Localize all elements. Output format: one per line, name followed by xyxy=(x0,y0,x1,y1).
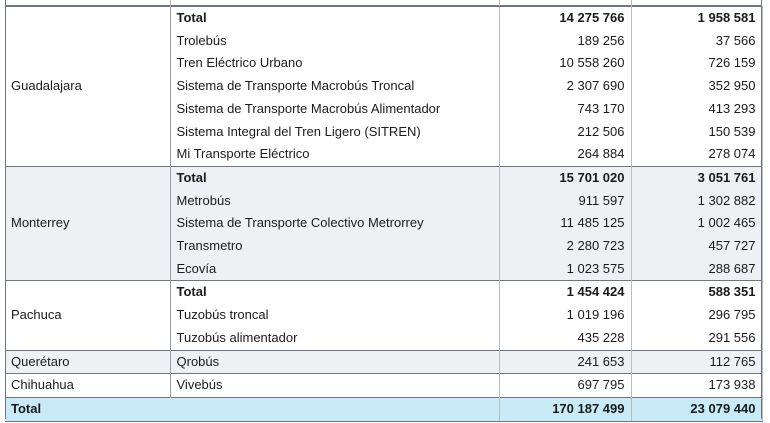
city-group: Monterrey Total 15 701 020 3 051 761 Metrobú… xyxy=(5,165,763,281)
system-cell: Trolebús xyxy=(176,32,227,48)
value-cell-2: 150 539 xyxy=(631,120,763,144)
column-divider xyxy=(499,0,500,6)
grand-total-value-1: 170 187 499 xyxy=(498,396,632,422)
value-cell-1: 11 485 125 xyxy=(498,212,632,236)
city-cell: Chihuahua xyxy=(5,373,171,398)
table-row: Tren Eléctrico Urbano 10 558 260 726 159 xyxy=(5,52,763,76)
value-cell-1: 1 019 196 xyxy=(498,304,632,327)
value-cell-1: 241 653 xyxy=(498,349,632,374)
value-cell-1: 2 280 723 xyxy=(498,235,632,258)
table-row: Tuzobús troncal 1 019 196 296 795 xyxy=(5,304,763,327)
grand-total-row: Total 170 187 499 23 079 440 xyxy=(5,396,763,422)
city-cell: Pachuca xyxy=(5,280,171,351)
system-cell: Ecovía xyxy=(170,257,499,281)
system-cell: Qrobús xyxy=(170,349,499,374)
value-cell-2: 291 556 xyxy=(631,326,763,351)
value-cell-2: 352 950 xyxy=(631,75,763,98)
grand-total-label: Total xyxy=(5,396,499,422)
table-row: Tuzobús alimentador 435 228 291 556 xyxy=(5,326,763,351)
city-group: Pachuca Total 1 454 424 588 351 Tuzobús tron… xyxy=(5,280,763,351)
system-cell: Tuzobús troncal xyxy=(176,307,269,323)
value-cell-1: 189 256 xyxy=(498,29,632,53)
table-row: Sistema de Transporte Colectivo Metrorre… xyxy=(5,212,763,236)
table-row: Sistema Integral del Tren Ligero (SITREN… xyxy=(5,120,763,144)
subtotal-row: Pachuca Total 1 454 424 588 351 xyxy=(5,280,763,351)
previous-row-edge xyxy=(5,0,762,6)
value-cell-2: 1 958 581 xyxy=(631,5,763,30)
value-cell-2: 1 302 882 xyxy=(631,189,763,213)
table-row: Sistema de Transporte Macrobús Alimentad… xyxy=(5,97,763,121)
system-cell: Total xyxy=(170,280,499,305)
table-row: Chihuahua Vivebús 697 795 173 938 xyxy=(5,373,763,398)
value-cell-2: 1 002 465 xyxy=(631,212,763,236)
value-cell-1: 10 558 260 xyxy=(498,52,632,76)
value-cell-1: 1 454 424 xyxy=(498,280,632,305)
value-cell-2: 37 566 xyxy=(631,29,763,53)
transport-systems-table: Guadalajara Total 14 275 766 1 958 581 Trole… xyxy=(5,5,763,422)
table-row: Trolebús 189 256 37 566 xyxy=(5,29,763,53)
column-divider xyxy=(170,0,171,6)
value-cell-2: 278 074 xyxy=(631,143,763,167)
value-cell-2: 726 159 xyxy=(631,52,763,76)
city-group: Querétaro Qrobús 241 653 112 765 xyxy=(5,349,763,374)
value-cell-1: 212 506 xyxy=(498,120,632,144)
value-cell-1: 435 228 xyxy=(498,326,632,351)
system-cell: Tren Eléctrico Urbano xyxy=(176,55,303,71)
system-cell: Sistema de Transporte Colectivo Metrorre… xyxy=(170,212,499,236)
value-cell-2: 457 727 xyxy=(631,235,763,258)
table-row: Transmetro 2 280 723 457 727 xyxy=(5,235,763,258)
value-cell-1: 911 597 xyxy=(498,189,632,213)
city-cell: Querétaro xyxy=(5,349,171,374)
system-cell: Sistema de Transporte Macrobús Alimentad… xyxy=(176,100,441,116)
value-cell-2: 588 351 xyxy=(631,280,763,305)
table-row: Querétaro Qrobús 241 653 112 765 xyxy=(5,349,763,374)
table-row: Ecovía 1 023 575 288 687 xyxy=(5,257,763,281)
value-cell-2: 288 687 xyxy=(631,257,763,281)
value-cell-1: 14 275 766 xyxy=(498,5,632,30)
city-group: Chihuahua Vivebús 697 795 173 938 xyxy=(5,373,763,398)
system-cell: Metrobús xyxy=(170,189,499,213)
table-row: Sistema de Transporte Macrobús Troncal 2 … xyxy=(5,75,763,98)
subtotal-row: Monterrey Total 15 701 020 3 051 761 xyxy=(5,165,763,281)
value-cell-2: 173 938 xyxy=(631,373,763,398)
value-cell-2: 112 765 xyxy=(631,349,763,374)
city-group: Guadalajara Total 14 275 766 1 958 581 Trole… xyxy=(5,5,763,167)
system-cell: Total xyxy=(170,5,499,30)
table-row: Mi Transporte Eléctrico 264 884 278 074 xyxy=(5,143,763,167)
value-cell-1: 697 795 xyxy=(498,373,632,398)
value-cell-1: 15 701 020 xyxy=(498,165,632,190)
system-cell: Vivebús xyxy=(170,373,499,398)
subtotal-row: Guadalajara Total 14 275 766 1 958 581 xyxy=(5,5,763,167)
grand-total-value-2: 23 079 440 xyxy=(631,396,763,422)
table-row: Metrobús 911 597 1 302 882 xyxy=(5,189,763,213)
system-cell: Transmetro xyxy=(170,235,499,258)
city-cell: Monterrey xyxy=(5,165,171,281)
system-cell: Sistema Integral del Tren Ligero (SITREN… xyxy=(176,123,421,139)
value-cell-1: 1 023 575 xyxy=(498,257,632,281)
system-cell: Total xyxy=(170,165,499,190)
system-cell: Sistema de Transporte Macrobús Troncal xyxy=(176,78,415,94)
value-cell-1: 264 884 xyxy=(498,143,632,167)
value-cell-2: 3 051 761 xyxy=(631,165,763,190)
value-cell-1: 743 170 xyxy=(498,97,632,121)
city-cell: Guadalajara xyxy=(5,6,171,167)
column-divider xyxy=(631,0,632,6)
value-cell-2: 413 293 xyxy=(631,97,763,121)
system-cell: Mi Transporte Eléctrico xyxy=(176,146,310,162)
system-cell: Tuzobús alimentador xyxy=(176,329,298,345)
value-cell-1: 2 307 690 xyxy=(498,75,632,98)
value-cell-2: 296 795 xyxy=(631,304,763,327)
